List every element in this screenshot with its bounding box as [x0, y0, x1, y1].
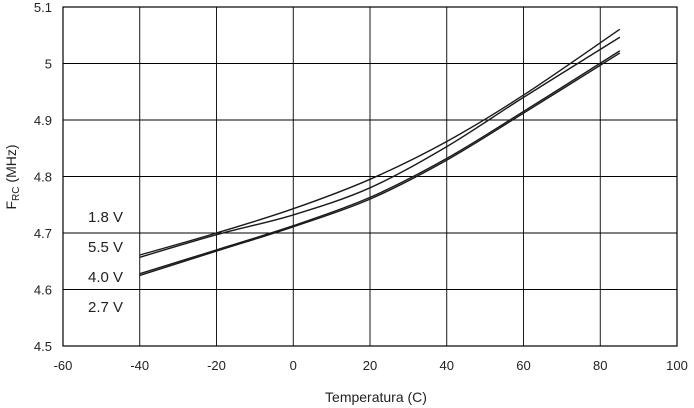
y-tick-label: 4.6 [34, 283, 52, 298]
y-tick-label: 4.9 [34, 113, 52, 128]
x-tick-label: -40 [130, 358, 149, 373]
series-lines [139, 28, 621, 277]
series-line-1-8-v [139, 28, 621, 256]
y-axis-title-subscript: RC [11, 186, 22, 200]
y-tick-label: 4.5 [34, 339, 52, 354]
series-line-5-5-v [139, 36, 621, 258]
y-tick-label: 4.8 [34, 170, 52, 185]
x-tick-label: 40 [440, 358, 454, 373]
x-tick-label: -60 [54, 358, 73, 373]
y-axis-title: FRC (MHz) [3, 144, 22, 209]
legend-label: 5.5 V [88, 239, 123, 256]
x-tick-label: 80 [593, 358, 607, 373]
y-tick-labels: 4.5 4.6 4.7 4.8 4.9 5 5.1 [34, 0, 52, 354]
y-axis-title-unit: (MHz) [3, 144, 19, 186]
x-tick-labels: -60 -40 -20 0 20 40 60 80 100 [54, 358, 688, 373]
legend-label: 4.0 V [88, 269, 123, 286]
x-tick-label: 0 [290, 358, 297, 373]
legend-label: 1.8 V [88, 209, 123, 226]
x-tick-label: 100 [666, 358, 688, 373]
y-tick-label: 4.7 [34, 226, 52, 241]
plot-frame [62, 6, 678, 347]
legend-labels: 1.8 V 5.5 V 4.0 V 2.7 V [88, 209, 123, 316]
x-tick-label: 60 [516, 358, 530, 373]
x-tick-label: 20 [363, 358, 377, 373]
series-line-2-7-v [139, 52, 621, 277]
y-tick-label: 5 [45, 57, 52, 72]
series-line-4-0-v [139, 50, 621, 275]
x-tick-label: -20 [207, 358, 226, 373]
x-axis-title: Temperatura (C) [325, 389, 427, 405]
legend-label: 2.7 V [88, 299, 123, 316]
y-axis-title-main: F [3, 201, 19, 210]
y-tick-label: 5.1 [34, 0, 52, 15]
gridlines [63, 7, 677, 346]
